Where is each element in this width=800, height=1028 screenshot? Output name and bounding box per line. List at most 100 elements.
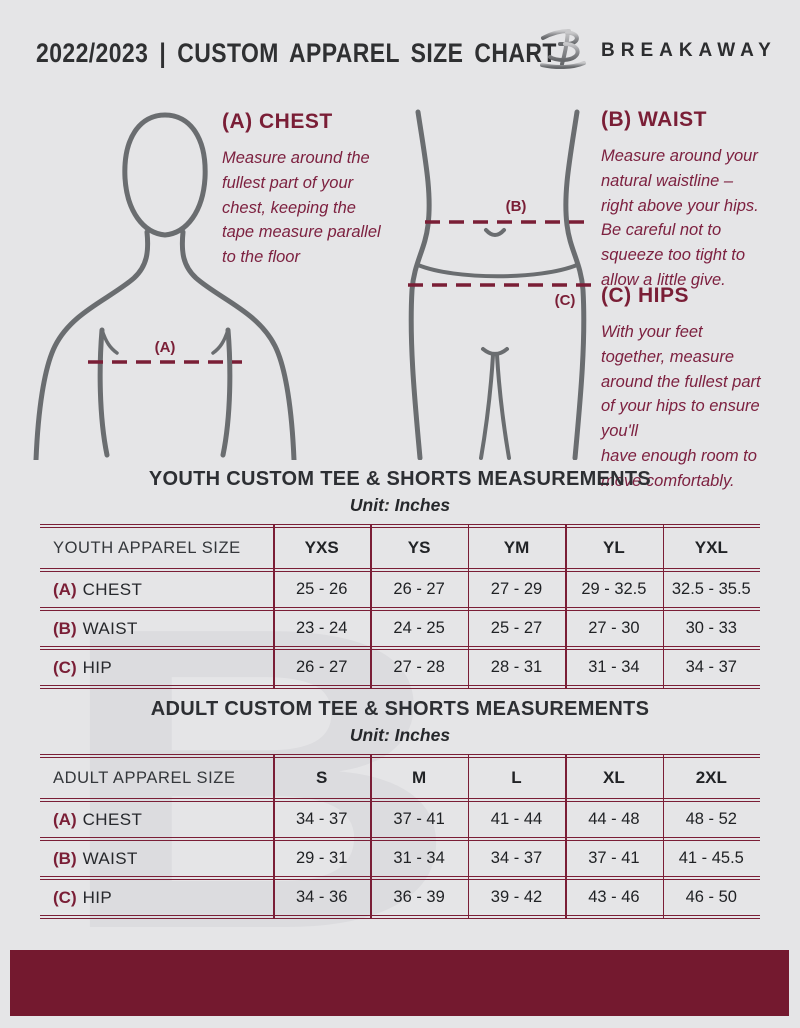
row-key: (A)	[53, 579, 77, 599]
brand-name: BREAKAWAY	[601, 40, 777, 61]
hips-guide-body: With your feet together, measure around …	[601, 323, 761, 490]
table-rule	[40, 568, 760, 572]
adult-section-title: ADULT CUSTOM TEE & SHORTS MEASUREMENTS	[150, 698, 650, 720]
waist-guide: (B) WAIST Measure around your natural wa…	[601, 108, 791, 293]
value-cell: 34 - 37	[685, 658, 737, 676]
waist-guide-heading: (B) WAIST	[601, 108, 707, 131]
value-cell: 41 - 44	[490, 810, 543, 828]
row-label-cell: (B) WAIST	[40, 611, 273, 646]
hips-guide: (C) HIPS With your feet together, measur…	[601, 284, 796, 493]
chest-figure-illustration: (A)	[33, 112, 297, 460]
row-key: (B)	[53, 848, 77, 868]
value-cell: 43 - 46	[588, 888, 640, 906]
value-cell: 27 - 30	[588, 619, 640, 637]
row-label-cell: (A) CHEST	[40, 802, 273, 837]
row-key: (B)	[53, 618, 77, 638]
hips-guide-heading: (C) HIPS	[601, 284, 689, 307]
value-cell: 25 - 27	[490, 619, 543, 637]
table-rule	[40, 607, 760, 611]
value-cell: 32.5 - 35.5	[671, 580, 751, 598]
size-label-cell: ADULT APPAREL SIZE	[40, 758, 273, 798]
table-rule	[40, 798, 760, 802]
row-label-cell: (B) WAIST	[40, 841, 273, 876]
youth-unit-label: Unit: Inches	[349, 495, 451, 515]
value-cell: 26 - 27	[296, 658, 348, 676]
column-divider	[370, 524, 372, 689]
row-label-cell: (C) HIP	[40, 880, 273, 915]
value-cell: 44 - 48	[588, 810, 640, 828]
youth-chest-row: (A) CHEST 25 - 26 26 - 27 27 - 29 29 - 3…	[40, 572, 760, 607]
column-header-xl: XL	[603, 768, 625, 787]
adult-hip-row: (C) HIP 34 - 36 36 - 39 39 - 42 43 - 46 …	[40, 880, 760, 915]
adult-chest-row: (A) CHEST 34 - 37 37 - 41 41 - 44 44 - 4…	[40, 802, 760, 837]
chest-guide-heading: (A) CHEST	[222, 110, 333, 133]
value-cell: 30 - 33	[685, 619, 737, 637]
size-label: YOUTH APPAREL SIZE	[53, 538, 241, 557]
column-divider	[467, 754, 470, 919]
value-cell: 27 - 28	[393, 658, 445, 676]
column-divider	[273, 524, 275, 689]
value-cell: 37 - 41	[393, 810, 445, 828]
youth-header-row: YOUTH APPAREL SIZE YXS YS YM YL YXL	[40, 528, 760, 568]
value-cell: 24 - 25	[393, 619, 445, 637]
table-rule	[40, 754, 760, 758]
column-header-l: L	[511, 768, 522, 787]
value-cell: 26 - 27	[393, 580, 445, 598]
row-name: WAIST	[82, 848, 138, 868]
table-rule	[40, 646, 760, 650]
column-header-s: S	[316, 768, 328, 787]
chest-guide-body: Measure around the fullest part of your …	[222, 149, 381, 266]
row-key: (C)	[53, 887, 77, 907]
table-rule	[40, 915, 760, 919]
value-cell: 27 - 29	[490, 580, 543, 598]
row-name: CHEST	[82, 579, 143, 599]
adult-waist-row: (B) WAIST 29 - 31 31 - 34 34 - 37 37 - 4…	[40, 841, 760, 876]
value-cell: 48 - 52	[685, 810, 737, 828]
row-label-cell: (A) CHEST	[40, 572, 273, 607]
column-divider	[370, 754, 372, 919]
value-cell: 37 - 41	[588, 849, 640, 867]
column-header-2xl: 2XL	[695, 768, 727, 787]
youth-hip-row: (C) HIP 26 - 27 27 - 28 28 - 31 31 - 34 …	[40, 650, 760, 685]
breakaway-logo-icon	[540, 24, 590, 75]
row-name: HIP	[82, 887, 113, 907]
waist-marker-label: (B)	[506, 198, 527, 215]
youth-waist-row: (B) WAIST 23 - 24 24 - 25 25 - 27 27 - 3…	[40, 611, 760, 646]
table-rule	[40, 876, 760, 880]
value-cell: 36 - 39	[393, 888, 445, 906]
row-key: (C)	[53, 657, 77, 677]
row-name: WAIST	[82, 618, 138, 638]
row-name: CHEST	[82, 809, 143, 829]
row-label-cell: (C) HIP	[40, 650, 273, 685]
page-title: 2022/2023 | CUSTOM APPAREL SIZE CHART	[36, 38, 557, 68]
value-cell: 29 - 31	[296, 849, 348, 867]
column-header-m: M	[412, 768, 427, 787]
value-cell: 41 - 45.5	[678, 849, 744, 867]
column-divider	[565, 754, 567, 919]
size-label-cell: YOUTH APPAREL SIZE	[40, 528, 273, 568]
hip-marker-label: (C)	[555, 292, 576, 309]
column-header-yl: YL	[603, 538, 625, 557]
row-name: HIP	[82, 657, 113, 677]
footer-bar	[10, 950, 789, 1016]
value-cell: 28 - 31	[490, 658, 543, 676]
youth-section-title: YOUTH CUSTOM TEE & SHORTS MEASUREMENTS	[148, 468, 652, 490]
value-cell: 31 - 34	[588, 658, 640, 676]
adult-header-row: ADULT APPAREL SIZE S M L XL 2XL	[40, 758, 760, 798]
size-label: ADULT APPAREL SIZE	[53, 768, 236, 787]
column-header-yxs: YXS	[304, 538, 339, 557]
value-cell: 34 - 36	[296, 888, 348, 906]
adult-unit-label: Unit: Inches	[349, 725, 451, 745]
column-divider	[273, 754, 275, 919]
column-header-ym: YM	[503, 538, 530, 557]
chest-guide: (A) CHEST Measure around the fullest par…	[222, 110, 422, 270]
value-cell: 29 - 32.5	[581, 580, 647, 598]
column-header-ys: YS	[407, 538, 431, 557]
value-cell: 39 - 42	[490, 888, 543, 906]
waist-hip-figure-illustration: (B) (C)	[408, 109, 597, 460]
row-key: (A)	[53, 809, 77, 829]
adult-size-table: ADULT APPAREL SIZE S M L XL 2XL (A) CHES…	[40, 754, 760, 919]
column-divider	[467, 524, 470, 689]
column-header-yxl: YXL	[694, 538, 728, 557]
